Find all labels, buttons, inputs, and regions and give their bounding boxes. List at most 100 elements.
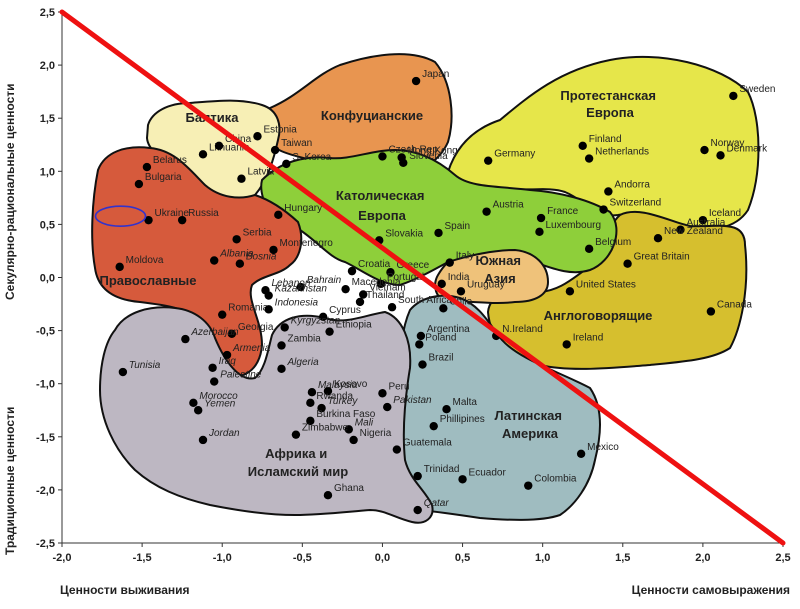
point-label: Greece [396,260,429,271]
point-nigeria [349,435,358,445]
region-shape-catholic-europe [260,148,618,287]
point-label: Japan [422,69,449,80]
point-belgium [584,244,594,254]
y-tick-label: 2,5 [40,7,55,19]
point-yemen [193,406,203,415]
point-united-states [565,287,575,296]
point-label: Lithuania [209,142,250,153]
point-iraq [208,363,217,372]
x-label-right: Ценности самовыражения [632,583,790,597]
point-label: Denmark [727,143,769,154]
point-sweden [729,91,738,101]
point-kazakhstan [264,291,273,300]
point-label: Mexico [587,442,619,453]
point-malaysia [307,387,317,397]
point-portugal [376,279,386,289]
point-vietnam [359,290,368,299]
y-tick-label: -1,5 [36,432,55,444]
point-romania [218,310,227,319]
point-andorra [604,187,613,196]
point-ethiopia [325,327,334,336]
point-phillipines [429,421,438,431]
point-peru [378,389,387,398]
point-austria [482,207,491,216]
point-kyrgyzstan [280,323,289,332]
point-algeria [277,364,286,374]
point-label: Colombia [534,474,577,485]
point-label: Yemen [204,398,236,409]
point-label: Indonesia [275,297,319,308]
point-mexico [576,449,586,458]
point-brazil [418,360,427,369]
x-tick-label: -2,0 [53,552,72,564]
y-tick-label: 0,5 [40,219,55,231]
point-label: United States [576,279,636,290]
x-tick-label: -1,0 [213,552,232,564]
region-label-latin-america: Латинская Америка [494,408,565,441]
point-indonesia [264,305,273,314]
point-iceland [698,215,708,225]
point-label: Nigeria [360,428,392,439]
y-tick-label: -1,0 [36,379,55,391]
point-label: Azerbaijan [190,327,239,338]
x-tick-label: 0,0 [375,552,390,564]
x-ticks: -2,0 -1,5 -1,0 -0,5 0,0 0,5 1,0 1,5 2,0 2,5 [53,543,791,564]
point-macedonia [341,284,350,294]
region-label-orthodox: Православные [100,273,197,288]
point-label: Kazakhstan [275,284,328,295]
point-label: South Africa [398,295,452,306]
ukraine-highlight-ellipse [94,205,147,227]
point-label: Rwanda [316,391,353,402]
point-armenia [222,350,232,360]
point-burkina-faso [306,416,315,426]
point-s-korea [282,159,291,169]
point-uruguay [456,287,466,296]
point-estonia [253,132,262,141]
point-label: Luxembourg [545,220,601,231]
point-finland [578,141,587,151]
point-label: Lebanon [271,278,310,289]
point-label: Chile [449,296,472,307]
point-label: Cyprus [329,305,361,316]
point-france [536,213,546,223]
point-taiwan [270,145,280,155]
point-label: Australia [686,218,725,229]
point-new-zealand [653,234,663,243]
point-label: Czech Rep. [388,144,440,155]
point-label: Albania [219,249,254,260]
point-thailand [355,297,365,307]
region-shape-protestant-europe [446,55,760,230]
y-tick-label: 1,0 [40,166,55,178]
region-label-south-asia: Южная Азия [475,253,524,286]
point-russia [177,215,187,225]
point-label: Vietnam [369,282,406,293]
point-label: Moldova [126,255,164,266]
point-chile [439,304,448,313]
point-czech-rep- [378,152,387,161]
x-label-left: Ценности выживания [60,583,190,597]
point-label: Kyrgyzstan [291,315,341,326]
point-albania [210,256,219,265]
point-ghana [323,491,333,500]
point-label: Belarus [153,155,187,166]
point-label: Macedonia [352,277,401,288]
point-palestine [210,377,219,386]
point-label: Romania [228,303,268,314]
point-slovenia [399,158,408,168]
point-kosovo [323,386,333,396]
point-rwanda [306,398,315,408]
point-label: France [547,206,579,217]
point-label: Brazil [429,353,454,364]
point-label: Germany [494,149,535,160]
point-label: Great Britain [634,252,690,263]
point-zimbabwe [291,430,301,439]
point-label: Croatia [358,259,391,270]
point-argentina [416,331,426,341]
point-montenegro [269,245,278,255]
point-luxembourg [535,227,544,237]
region-label-protestant-europe: Протестанская Европа [560,88,659,120]
point-azerbaijan [181,334,190,344]
point-label: Guatemala [403,438,452,449]
point-label: Mali [355,417,374,428]
trend-line [59,9,786,546]
